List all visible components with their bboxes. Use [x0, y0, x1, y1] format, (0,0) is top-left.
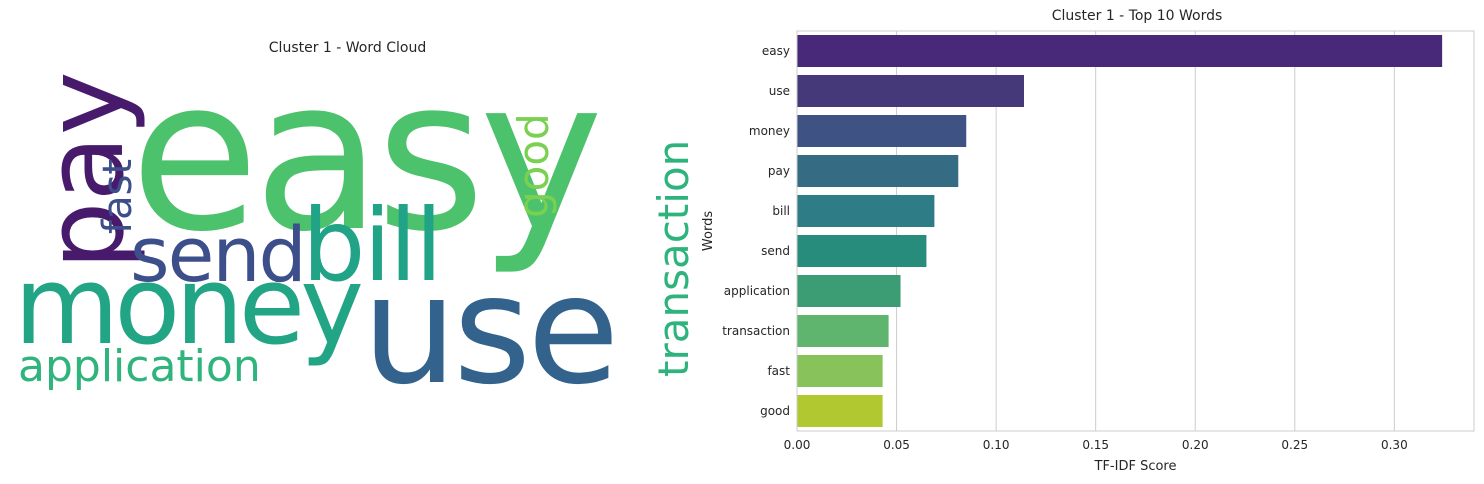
x-tick-label: 0.00 [784, 438, 811, 452]
word-use: use [362, 244, 616, 418]
bar-good [797, 395, 883, 427]
bar-money [797, 115, 967, 147]
word-fast: fast [95, 159, 141, 234]
chart-title: Cluster 1 - Top 10 Words [1051, 8, 1223, 24]
word-pay: pay [23, 71, 148, 270]
bar-send [797, 235, 927, 267]
bar-bill [797, 195, 935, 227]
bar-transaction [797, 315, 889, 347]
word-bill: bill [302, 187, 441, 304]
wordcloud-title: Cluster 1 - Word Cloud [268, 40, 427, 56]
y-tick-label-easy: easy [762, 44, 790, 58]
word-transaction: transaction [649, 140, 698, 377]
x-tick-labels: 0.00 0.05 0.10 0.15 0.20 0.25 0.30 [784, 438, 1408, 452]
y-tick-label-fast: fast [767, 364, 790, 378]
x-tick-label: 0.05 [883, 438, 910, 452]
bar-easy [797, 35, 1443, 67]
y-tick-label-pay: pay [768, 164, 790, 178]
y-tick-label-good: good [760, 404, 790, 418]
x-tick-label: 0.30 [1381, 438, 1408, 452]
word-application: application [18, 341, 261, 392]
x-axis-label: TF-IDF Score [1094, 459, 1177, 474]
word-easy: easy [130, 33, 598, 278]
y-tick-label-use: use [769, 84, 790, 98]
plot-frame [796, 30, 1475, 432]
word-good: good [509, 113, 558, 218]
y-tick-label-money: money [749, 124, 790, 138]
bar-pay [797, 155, 959, 187]
bars [797, 35, 1443, 427]
y-tick-labels: easy use money pay bill send application transa… [722, 44, 790, 418]
word-cloud: easy use money bill pay send application… [14, 33, 698, 418]
x-tick-label: 0.25 [1281, 438, 1308, 452]
bar-application [797, 275, 901, 307]
bar-fast [797, 355, 883, 387]
x-tick-label: 0.20 [1182, 438, 1209, 452]
y-tick-label-application: application [724, 284, 790, 298]
word-send: send [130, 210, 305, 299]
y-tick-label-bill: bill [772, 204, 790, 218]
x-tick-label: 0.10 [983, 438, 1010, 452]
word-money: money [14, 244, 361, 369]
bar-use [797, 75, 1024, 107]
y-tick-label-transaction: transaction [722, 324, 790, 338]
y-tick-label-send: send [761, 244, 790, 258]
y-axis-label: Words [701, 211, 716, 251]
x-tick-label: 0.15 [1082, 438, 1109, 452]
